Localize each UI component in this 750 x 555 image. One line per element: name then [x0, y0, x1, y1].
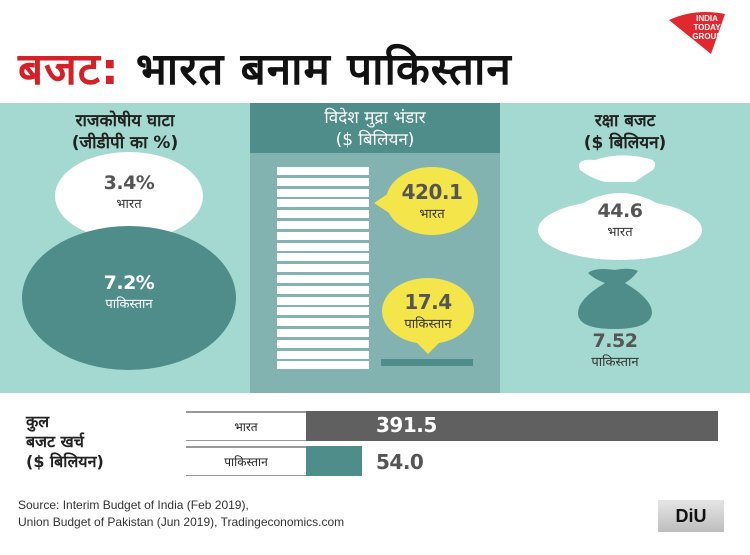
forex-stripe [277, 318, 369, 327]
forex-stripe [277, 350, 369, 359]
source-line-2: Union Budget of Pakistan (Jun 2019), Tra… [18, 515, 345, 529]
forex-stripe [277, 199, 369, 208]
forex-stripe [277, 296, 369, 305]
defence-panel: रक्षा बजट ($ बिलियन) [500, 110, 750, 154]
pakistan-budget-label: पाकिस्तान [186, 446, 306, 476]
india-today-group-logo: INDIA TODAY GROUP [667, 8, 727, 56]
forex-title: विदेश मुद्रा भंडार [324, 108, 426, 128]
title-budget: बजट: [18, 44, 120, 95]
logo-line-3: GROUP [692, 32, 722, 41]
forex-stripe [277, 231, 369, 240]
india-money-bag-icon [538, 155, 702, 260]
pakistan-forex-bar [381, 359, 473, 366]
total-budget-label-line-2: बजट खर्च [26, 432, 84, 451]
forex-stripe [277, 264, 369, 273]
defence-subtitle: ($ बिलियन) [583, 133, 667, 153]
forex-stripe [277, 242, 369, 251]
forex-stripe [277, 210, 369, 219]
india-deficit-value: 3.4% [103, 172, 155, 194]
india-defence-value: 44.6 [597, 200, 643, 222]
india-budget-label: भारत [186, 411, 306, 441]
source-line-1: Source: Interim Budget of India (Feb 201… [18, 498, 249, 512]
total-budget-label-line-3: ($ बिलियन) [26, 452, 104, 471]
forex-stripe [277, 275, 369, 283]
diu-logo: DiU [658, 500, 724, 532]
forex-stripe [277, 361, 369, 370]
fiscal-deficit-panel: राजकोषीय घाटा (जीडीपी का %) [0, 110, 250, 154]
india-deficit-label: भारत [116, 197, 142, 212]
forex-subtitle: ($ बिलियन) [335, 130, 415, 150]
source-note: Source: Interim Budget of India (Feb 201… [18, 497, 344, 531]
india-budget-bar: 391.5 [306, 411, 718, 441]
forex-stripe [277, 221, 369, 229]
pakistan-budget-value: 54.0 [376, 450, 424, 474]
total-budget-label-line-1: कुल [26, 412, 50, 431]
india-budget-value: 391.5 [376, 413, 437, 437]
pakistan-deficit-circle: 7.2% पाकिस्तान [22, 226, 236, 370]
forex-stripe [277, 329, 369, 337]
pakistan-deficit-label: पाकिस्तान [105, 297, 153, 312]
fiscal-deficit-subtitle: (जीडीपी का %) [71, 133, 179, 153]
defence-title: रक्षा बजट [594, 111, 656, 131]
india-deficit-circle: 3.4% भारत [55, 152, 203, 240]
india-defence-label: भारत [607, 225, 633, 240]
pakistan-deficit-value: 7.2% [103, 272, 155, 294]
forex-stripe [277, 253, 369, 262]
forex-stripe [277, 285, 369, 294]
total-budget-label: कुल बजट खर्च ($ बिलियन) [26, 412, 104, 472]
pakistan-forex-bubble: 17.4 पाकिस्तान [382, 278, 474, 356]
pakistan-forex-label: पाकिस्तान [404, 317, 452, 332]
forex-stripe [277, 177, 369, 186]
title-india-vs-pakistan: भारत बनाम पाकिस्तान [135, 44, 512, 95]
india-forex-label: भारत [419, 207, 445, 222]
forex-stripe [277, 188, 369, 197]
logo-line-2: TODAY [693, 23, 721, 32]
india-forex-bubble: 420.1 भारत [372, 167, 482, 237]
pakistan-budget-bar [306, 446, 362, 476]
forex-stripe [277, 339, 369, 348]
forex-stripe [277, 167, 369, 175]
india-forex-value: 420.1 [401, 180, 463, 204]
pakistan-defence-value: 7.52 [592, 330, 638, 352]
pakistan-defence-label: पाकिस्तान [591, 355, 639, 370]
diu-logo-text: DiU [675, 506, 707, 526]
fiscal-deficit-title: राजकोषीय घाटा [75, 111, 175, 131]
forex-header: विदेश मुद्रा भंडार ($ बिलियन) [250, 103, 500, 153]
pakistan-forex-value: 17.4 [404, 290, 452, 314]
pakistan-defence-text: 7.52 पाकिस्तान [540, 330, 690, 370]
page-title: बजट: भारत बनाम पाकिस्तान [18, 40, 512, 100]
logo-line-1: INDIA [696, 14, 718, 23]
india-defence-text: 44.6 भारत [535, 200, 705, 240]
pakistan-money-bag-icon [578, 268, 652, 329]
forex-stripe [277, 307, 369, 316]
